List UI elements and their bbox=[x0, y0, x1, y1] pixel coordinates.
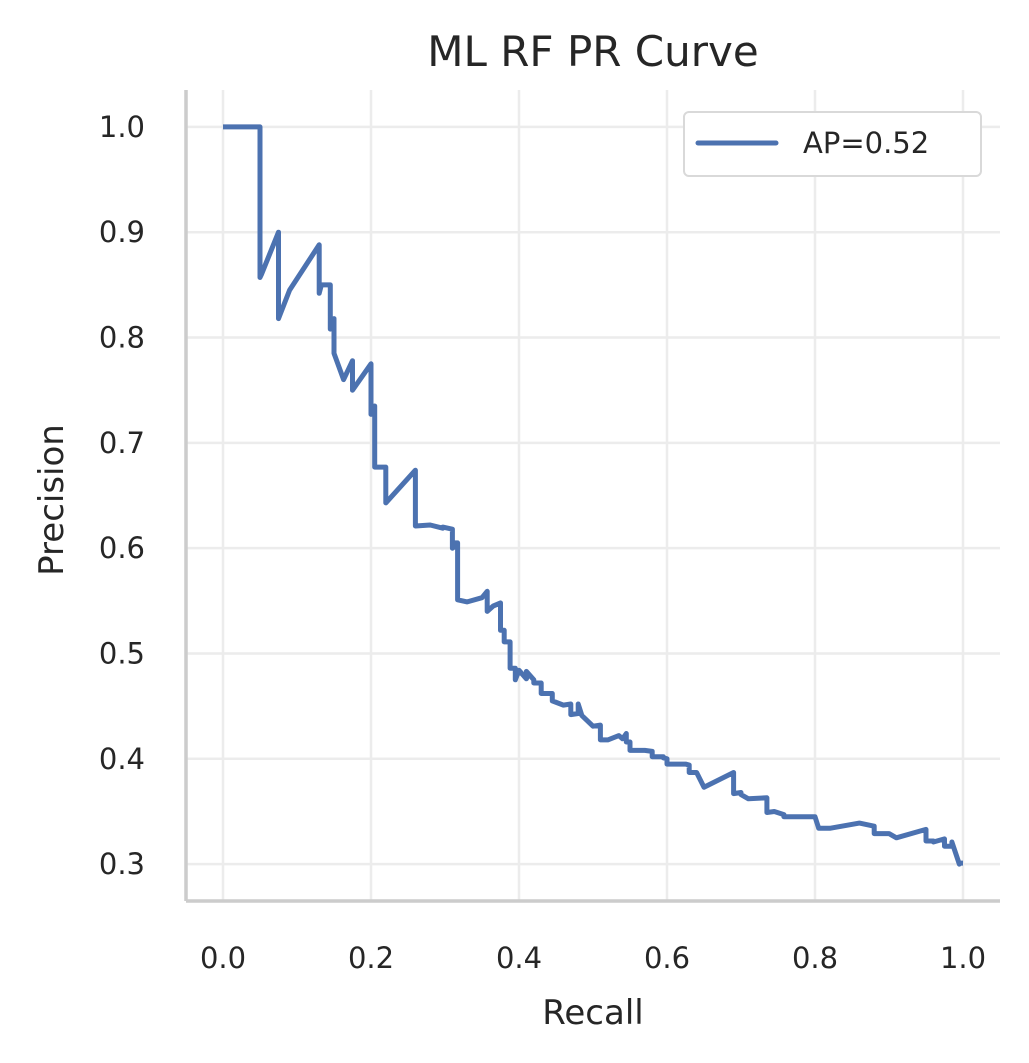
x-axis-label: Recall bbox=[542, 993, 643, 1033]
y-axis-label: Precision bbox=[32, 424, 72, 576]
x-tick-label: 0.2 bbox=[348, 941, 394, 975]
y-tick-label: 0.4 bbox=[99, 742, 145, 776]
x-tick-label: 0.8 bbox=[792, 941, 838, 975]
legend-box bbox=[683, 111, 982, 177]
x-tick-labels: 0.0 0.2 0.4 0.6 0.8 1.0 bbox=[200, 941, 986, 975]
y-tick-label: 0.6 bbox=[99, 531, 145, 565]
legend: AP=0.52 bbox=[683, 111, 982, 177]
pr-curve-line bbox=[223, 124, 963, 867]
x-tick-label: 0.4 bbox=[496, 941, 542, 975]
y-tick-label: 0.9 bbox=[99, 215, 145, 249]
legend-label: AP=0.52 bbox=[803, 126, 929, 160]
y-tick-label: 0.5 bbox=[99, 636, 145, 670]
series-layer bbox=[223, 124, 963, 867]
y-tick-label: 0.7 bbox=[99, 426, 145, 460]
chart-title: ML RF PR Curve bbox=[427, 27, 758, 76]
axes-spines bbox=[184, 90, 1000, 903]
x-tick-label: 0.6 bbox=[644, 941, 690, 975]
y-tick-label: 0.8 bbox=[99, 321, 145, 355]
x-tick-label: 1.0 bbox=[940, 941, 986, 975]
y-tick-label: 1.0 bbox=[99, 110, 145, 144]
y-tick-labels: 0.3 0.4 0.5 0.6 0.7 0.8 0.9 1.0 bbox=[99, 110, 145, 881]
grid bbox=[186, 90, 1000, 901]
y-tick-label: 0.3 bbox=[99, 847, 145, 881]
x-tick-label: 0.0 bbox=[200, 941, 246, 975]
